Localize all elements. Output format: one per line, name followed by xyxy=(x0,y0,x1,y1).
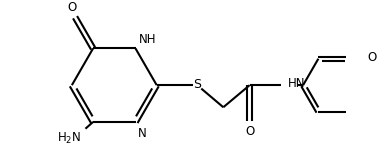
Text: S: S xyxy=(193,78,201,91)
Text: HN: HN xyxy=(288,77,305,90)
Text: NH: NH xyxy=(139,33,156,46)
Text: O: O xyxy=(67,1,77,14)
Text: O: O xyxy=(245,125,254,138)
Text: H$_2$N: H$_2$N xyxy=(57,131,81,146)
Text: N: N xyxy=(137,127,146,140)
Text: O: O xyxy=(368,51,377,64)
